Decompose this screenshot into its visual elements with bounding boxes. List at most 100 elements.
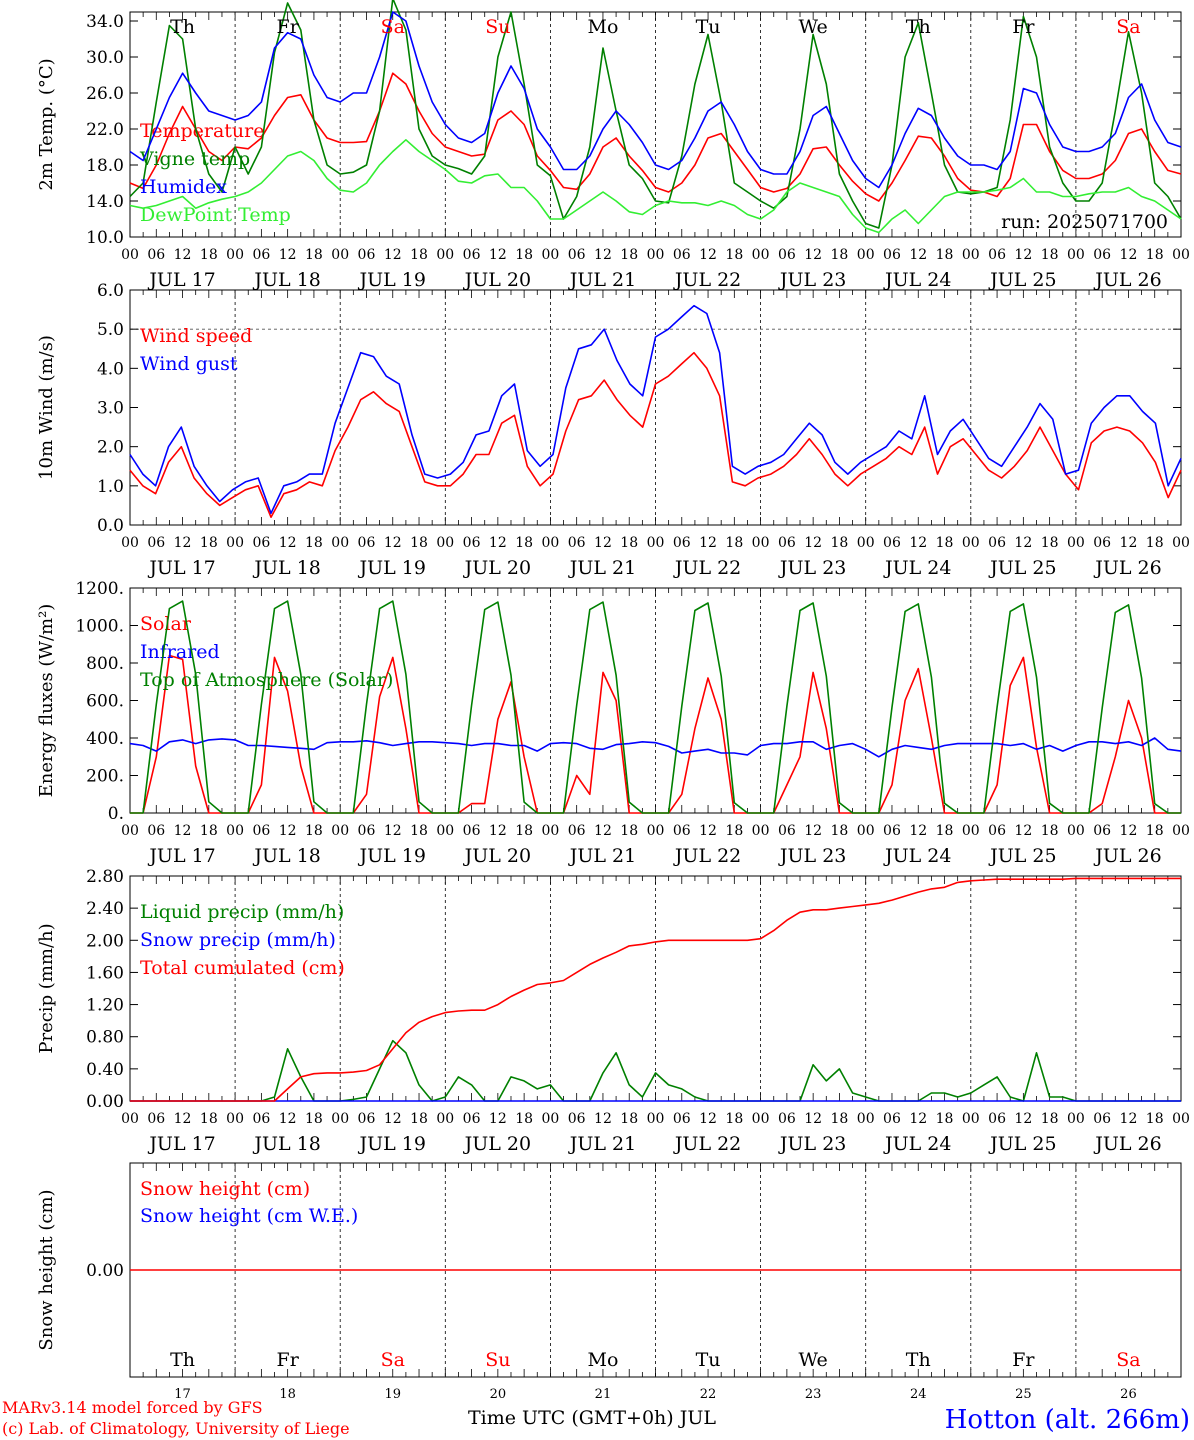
y-tick-label: 1.60 (86, 963, 124, 983)
hour-tick-label: 06 (147, 247, 165, 263)
hour-tick-label: 18 (936, 823, 954, 839)
hour-tick-label: 18 (515, 823, 533, 839)
hour-tick-label: 06 (147, 823, 165, 839)
legend-entry: Wind gust (140, 353, 238, 375)
day-number-label: 20 (490, 1387, 507, 1402)
y-axis-label: Energy fluxes (W/m²) (36, 604, 57, 798)
hour-tick-label: 00 (647, 535, 665, 551)
y-tick-label: 2.80 (86, 867, 124, 887)
day-number-label: 19 (384, 1387, 401, 1402)
day-label: JUL 24 (883, 557, 951, 579)
hour-tick-label: 12 (804, 247, 822, 263)
hour-tick-label: 06 (778, 1111, 796, 1127)
day-label: JUL 23 (778, 845, 846, 867)
hour-tick-label: 18 (725, 247, 743, 263)
plot-frame (129, 587, 1182, 814)
hour-tick-label: 00 (1172, 535, 1190, 551)
hour-tick-label: 18 (200, 1111, 218, 1127)
hour-tick-label: 18 (1041, 247, 1059, 263)
hour-tick-label: 00 (857, 247, 875, 263)
hour-tick-label: 06 (568, 823, 586, 839)
y-axis-label: 10m Wind (m/s) (36, 335, 57, 480)
day-label: JUL 18 (252, 557, 320, 579)
hour-tick-label: 18 (620, 535, 638, 551)
day-label: JUL 23 (778, 269, 846, 291)
hour-tick-label: 12 (909, 1111, 927, 1127)
day-label: JUL 24 (883, 269, 951, 291)
legend-entry: Top of Atmosphere (Solar) (140, 669, 393, 691)
hour-tick-label: 06 (358, 1111, 376, 1127)
hour-tick-label: 18 (831, 823, 849, 839)
hour-tick-label: 06 (252, 823, 270, 839)
hour-tick-label: 00 (436, 535, 454, 551)
hour-tick-label: 12 (384, 247, 402, 263)
hour-tick-label: 18 (1146, 823, 1164, 839)
series-line-temperature (129, 72, 1182, 202)
hour-tick-label: 00 (1067, 535, 1085, 551)
hour-tick-label: 12 (1014, 1111, 1032, 1127)
hour-tick-label: 06 (778, 823, 796, 839)
hour-tick-label: 12 (699, 535, 717, 551)
hour-tick-label: 12 (699, 247, 717, 263)
hour-tick-label: 00 (331, 535, 349, 551)
legend-entry: Wind speed (140, 325, 252, 347)
day-number-label: 18 (279, 1387, 296, 1402)
y-tick-label: 5.0 (97, 320, 124, 340)
hour-tick-label: 18 (515, 247, 533, 263)
legend-entry: Snow height (cm) (140, 1178, 310, 1200)
day-label: JUL 22 (673, 557, 741, 579)
hour-tick-label: 18 (725, 1111, 743, 1127)
day-label: JUL 19 (358, 845, 426, 867)
hour-tick-label: 18 (410, 823, 428, 839)
hour-tick-label: 06 (568, 247, 586, 263)
run-label: run: 2025071700 (1001, 211, 1168, 233)
y-tick-label: 0.00 (86, 1092, 124, 1112)
hour-tick-label: 12 (909, 247, 927, 263)
hour-tick-label: 00 (1067, 247, 1085, 263)
y-axis-label: Snow height (cm) (36, 1189, 57, 1350)
weekday-label: We (799, 1349, 828, 1371)
hour-tick-label: 06 (1093, 823, 1111, 839)
hour-tick-label: 00 (121, 247, 139, 263)
y-tick-label: 1000. (75, 617, 124, 637)
hour-tick-label: 00 (331, 823, 349, 839)
hour-tick-label: 06 (883, 1111, 901, 1127)
hour-tick-label: 06 (673, 535, 691, 551)
hour-tick-label: 18 (305, 1111, 323, 1127)
hour-tick-label: 06 (568, 535, 586, 551)
hour-tick-label: 12 (594, 1111, 612, 1127)
day-label: JUL 25 (988, 845, 1056, 867)
hour-tick-label: 00 (226, 247, 244, 263)
hour-tick-label: 18 (305, 247, 323, 263)
series-line-humidex (129, 11, 1182, 189)
hour-tick-label: 12 (279, 823, 297, 839)
hour-tick-label: 12 (594, 535, 612, 551)
hour-tick-label: 00 (1172, 823, 1190, 839)
day-label: JUL 19 (358, 557, 426, 579)
hour-tick-label: 18 (200, 535, 218, 551)
hour-tick-label: 12 (174, 1111, 192, 1127)
legend-entry: Snow height (cm W.E.) (140, 1205, 358, 1227)
weekday-label: Su (485, 16, 510, 38)
weekday-label: Fr (277, 1349, 300, 1371)
hour-tick-label: 18 (200, 247, 218, 263)
y-tick-label: 0.0 (97, 516, 124, 536)
y-tick-label: 400. (86, 729, 124, 749)
hour-tick-label: 06 (883, 247, 901, 263)
y-tick-label: 1.20 (86, 996, 124, 1016)
hour-tick-label: 00 (331, 1111, 349, 1127)
legend-entry: Vigne temp (139, 148, 250, 170)
day-number-label: 17 (174, 1387, 191, 1402)
day-number-label: 22 (700, 1387, 717, 1402)
hour-tick-label: 06 (463, 535, 481, 551)
hour-tick-label: 18 (1146, 535, 1164, 551)
footer-lab-credit: (c) Lab. of Climatology, University of L… (2, 1419, 350, 1438)
y-tick-label: 1.0 (97, 477, 124, 497)
y-tick-label: 22.0 (86, 120, 124, 140)
hour-tick-label: 00 (436, 1111, 454, 1127)
hour-tick-label: 06 (358, 247, 376, 263)
day-label: JUL 17 (147, 845, 215, 867)
hour-tick-label: 12 (1120, 1111, 1138, 1127)
day-label: JUL 23 (778, 1133, 846, 1155)
day-number-label: 26 (1120, 1387, 1137, 1402)
